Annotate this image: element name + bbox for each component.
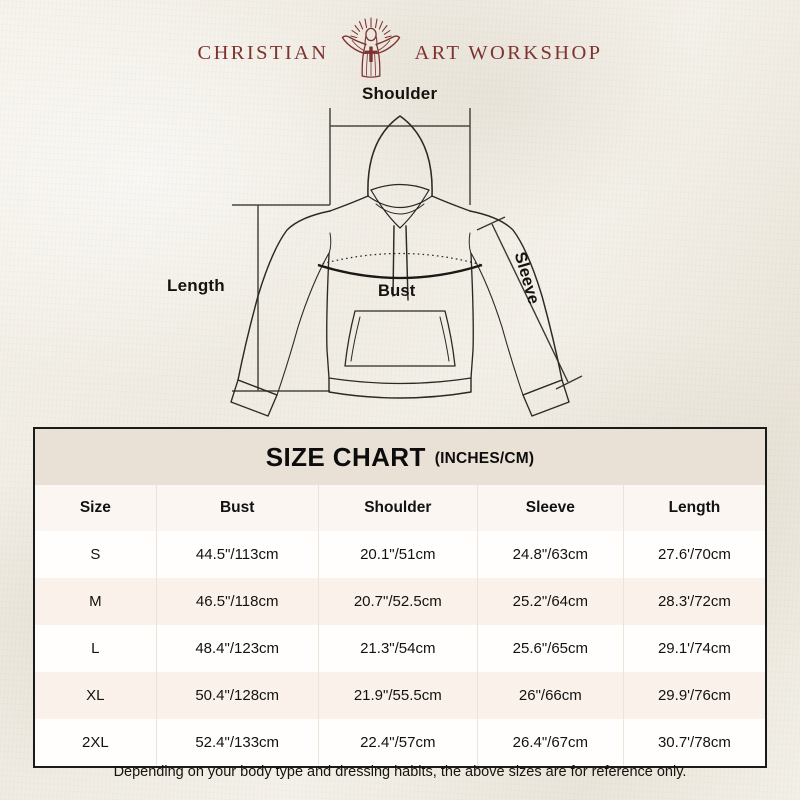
cell-shoulder: 22.4"/57cm (318, 719, 478, 766)
size-chart-footnote: Depending on your body type and dressing… (113, 764, 687, 780)
bust-measure-ellipse (317, 252, 483, 280)
cell-size: XL (35, 672, 157, 719)
size-chart-title: SIZE CHART (265, 441, 426, 472)
sleeve-measure-bracket (476, 216, 583, 390)
length-dimension-label: Length (167, 276, 225, 295)
column-header-sleeve: Sleeve (477, 485, 624, 531)
cell-shoulder: 20.7"/52.5cm (318, 578, 478, 625)
cell-shoulder: 21.3"/54cm (318, 625, 478, 672)
table-row: XL 50.4"/128cm 21.9"/55.5cm 26"/66cm 29.… (35, 672, 765, 719)
shoulder-dimension-label: Shoulder (362, 84, 438, 103)
cell-shoulder: 20.1"/51cm (318, 531, 478, 578)
cell-length: 29.9'/76cm (623, 672, 765, 719)
hoodie-hem-top (328, 377, 472, 385)
cell-sleeve: 25.2"/64cm (477, 578, 624, 625)
table-row: M 46.5"/118cm 20.7"/52.5cm 25.2"/64cm 28… (35, 578, 765, 625)
cell-size: M (35, 578, 157, 625)
hoodie-drawstrings (392, 225, 409, 301)
table-row: L 48.4"/123cm 21.3"/54cm 25.6"/65cm 29.1… (35, 625, 765, 672)
hoodie-neckline (367, 195, 433, 208)
brand-name-left: CHRISTIAN (197, 41, 329, 64)
hoodie-hem-band (328, 377, 472, 399)
risen-christ-with-cross-icon (342, 17, 401, 78)
cell-length: 28.3'/72cm (623, 578, 765, 625)
table-header-row: Size Bust Shoulder Sleeve Length (35, 485, 765, 531)
shoulder-measure-bracket (329, 108, 471, 205)
cell-bust: 52.4"/133cm (156, 719, 319, 766)
cell-sleeve: 25.6"/65cm (477, 625, 624, 672)
bust-dimension-label: Bust (378, 282, 416, 300)
table-row: 2XL 52.4"/133cm 22.4"/57cm 26.4"/67cm 30… (35, 719, 765, 766)
length-measure-bracket (232, 204, 330, 392)
size-chart-table: Size Bust Shoulder Sleeve Length S 44.5"… (35, 485, 765, 766)
cell-bust: 48.4"/123cm (156, 625, 319, 672)
table-row: S 44.5"/113cm 20.1"/51cm 24.8"/63cm 27.6… (35, 531, 765, 578)
size-chart-card: SIZE CHART (INCHES/CM) Size Bust Shoulde… (33, 427, 767, 768)
hoodie-right-sleeve-outer (469, 210, 563, 381)
cell-length: 30.7'/78cm (623, 719, 765, 766)
hoodie-kangaroo-pocket (344, 310, 456, 367)
column-header-bust: Bust (156, 485, 319, 531)
hoodie-hood-outer (367, 115, 433, 197)
cell-shoulder: 21.9"/55.5cm (318, 672, 478, 719)
cell-size: S (35, 531, 157, 578)
size-chart-unit-label: (INCHES/CM) (434, 450, 535, 467)
hoodie-left-cuff (230, 379, 278, 417)
column-header-shoulder: Shoulder (318, 485, 478, 531)
cell-bust: 44.5"/113cm (156, 531, 319, 578)
size-chart-title-bar: SIZE CHART (INCHES/CM) (35, 429, 765, 485)
column-header-length: Length (623, 485, 765, 531)
cell-sleeve: 24.8"/63cm (477, 531, 624, 578)
cell-sleeve: 26"/66cm (477, 672, 624, 719)
column-header-size: Size (35, 485, 157, 531)
hoodie-measurement-diagram: Shoulder Length Bust Sleeve (0, 78, 800, 426)
cell-bust: 50.4"/128cm (156, 672, 319, 719)
cell-size: L (35, 625, 157, 672)
hoodie-hood-facing (370, 183, 430, 191)
cell-bust: 46.5"/118cm (156, 578, 319, 625)
cell-length: 29.1'/74cm (623, 625, 765, 672)
hoodie-left-sleeve-outer (237, 210, 331, 381)
cell-sleeve: 26.4"/67cm (477, 719, 624, 766)
brand-name-right: ART WORKSHOP (414, 41, 603, 64)
cell-length: 27.6'/70cm (623, 531, 765, 578)
hoodie-line-art (230, 108, 583, 417)
brand-header: CHRISTIAN (0, 16, 800, 78)
cell-size: 2XL (35, 719, 157, 766)
